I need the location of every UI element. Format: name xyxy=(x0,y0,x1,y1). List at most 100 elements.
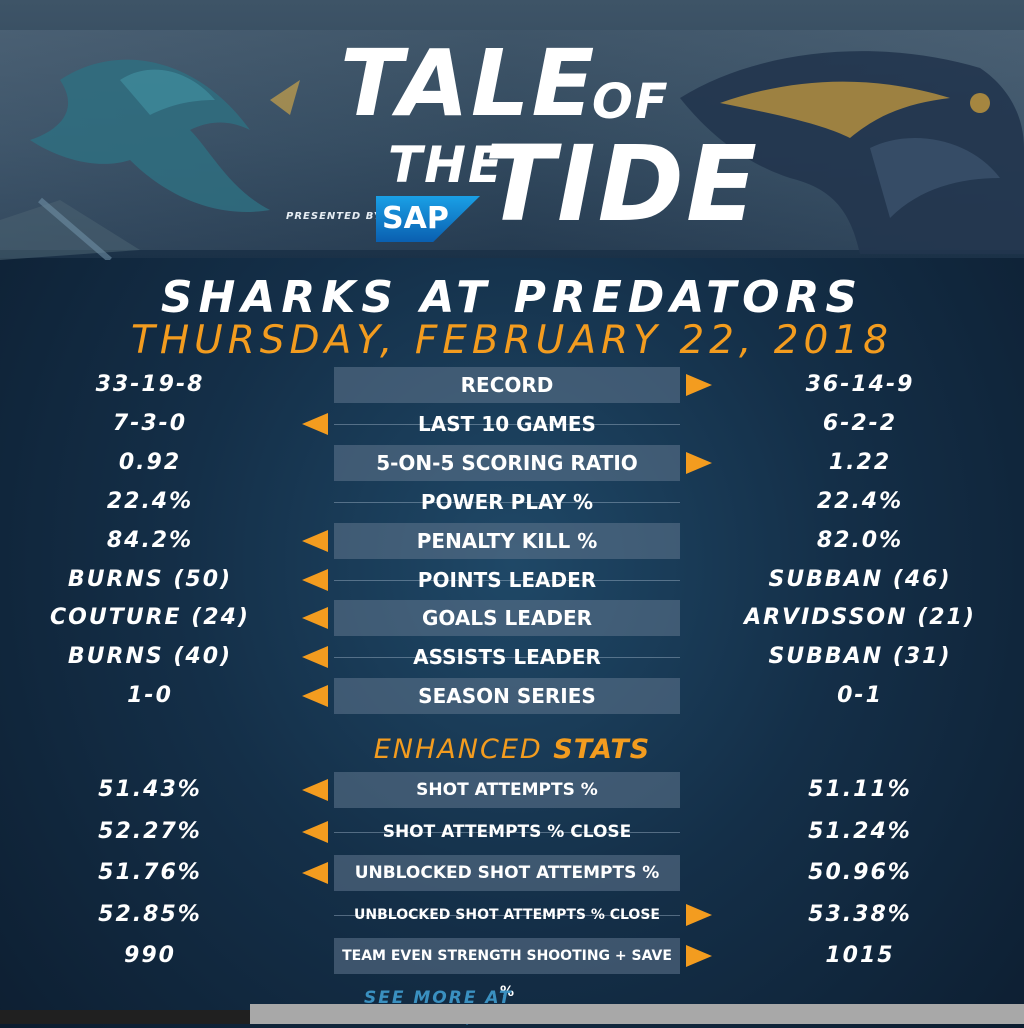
stat-divider xyxy=(334,657,680,658)
stat-label-text: SHOT ATTEMPTS % xyxy=(416,780,598,800)
sharks-value: 7-3-0 xyxy=(112,411,188,436)
advantage-arrow-left-icon xyxy=(302,569,328,591)
sharks-value: BURNS (40) xyxy=(67,644,233,669)
stat-row: BURNS (50) POINTS LEADER SUBBAN (46) xyxy=(0,562,1024,598)
stat-row: 33-19-8 RECORD 36-14-9 xyxy=(0,367,1024,403)
stat-label-text: LAST 10 GAMES xyxy=(418,412,596,436)
stat-label-text: RECORD xyxy=(460,373,554,397)
advantage-arrow-left-icon xyxy=(302,821,328,843)
stat-label: 5-ON-5 SCORING RATIO xyxy=(334,445,680,481)
stat-row: 1-0 SEASON SERIES 0-1 xyxy=(0,678,1024,714)
stat-label: SEASON SERIES xyxy=(334,678,680,714)
advantage-arrow-left-icon xyxy=(302,413,328,435)
sap-logo-text: SAP xyxy=(382,201,449,236)
enhanced-heading-bold: STATS xyxy=(553,734,651,765)
sharks-logo-icon xyxy=(0,59,300,260)
predators-value: 22.4% xyxy=(816,489,904,514)
stat-row: 51.43% SHOT ATTEMPTS % 51.11% xyxy=(0,772,1024,808)
advantage-arrow-right-icon xyxy=(686,374,712,396)
predators-value: 1015 xyxy=(825,943,895,968)
predators-value: 1.22 xyxy=(828,450,892,475)
enhanced-stats-heading: ENHANCED STATS xyxy=(0,734,1024,765)
predators-value: 82.0% xyxy=(816,528,904,553)
predators-value: 6-2-2 xyxy=(822,411,898,436)
stat-divider xyxy=(334,915,680,916)
bottom-bar xyxy=(250,1004,1024,1024)
stat-label-text: 5-ON-5 SCORING RATIO xyxy=(376,451,638,475)
sharks-value: 990 xyxy=(124,943,176,968)
stat-row: BURNS (40) ASSISTS LEADER SUBBAN (31) xyxy=(0,639,1024,675)
sharks-value: BURNS (50) xyxy=(67,567,233,592)
game-date: THURSDAY, FEBRUARY 22, 2018 xyxy=(131,318,893,363)
stat-row: 52.85% UNBLOCKED SHOT ATTEMPTS % CLOSE 53.… xyxy=(0,897,1024,933)
stat-label: LAST 10 GAMES xyxy=(334,406,680,442)
advantage-arrow-left-icon xyxy=(302,530,328,552)
stat-row: 52.27% SHOT ATTEMPTS % CLOSE 51.24% xyxy=(0,814,1024,850)
stat-label-text: UNBLOCKED SHOT ATTEMPTS % xyxy=(354,863,660,883)
predators-value: ARVIDSSON (21) xyxy=(744,605,976,630)
stat-divider xyxy=(334,502,680,503)
stat-label: PENALTY KILL % xyxy=(334,523,680,559)
predators-logo-icon xyxy=(680,51,1024,254)
stat-label: SHOT ATTEMPTS % xyxy=(334,772,680,808)
sharks-value: COUTURE (24) xyxy=(50,605,250,630)
stat-row: 7-3-0 LAST 10 GAMES 6-2-2 xyxy=(0,406,1024,442)
stat-row: 990 TEAM EVEN STRENGTH SHOOTING + SAVE % 1… xyxy=(0,938,1024,1000)
advantage-arrow-right-icon xyxy=(686,904,712,926)
predators-value: 51.11% xyxy=(808,777,912,802)
sharks-value: 52.27% xyxy=(98,819,202,844)
advantage-arrow-right-icon xyxy=(686,452,712,474)
advantage-arrow-left-icon xyxy=(302,646,328,668)
presented-by-label: PRESENTED BY xyxy=(286,211,383,222)
predators-value: 53.38% xyxy=(808,902,912,927)
stat-label: POWER PLAY % xyxy=(334,484,680,520)
bottom-left-bar xyxy=(0,1010,250,1024)
stat-label-text: GOALS LEADER xyxy=(421,606,593,630)
sharks-value: 51.76% xyxy=(98,860,202,885)
predators-value: 51.24% xyxy=(808,819,912,844)
stat-label-text: POWER PLAY % xyxy=(420,490,594,514)
predators-value: 50.96% xyxy=(808,860,912,885)
enhanced-heading-plain: ENHANCED xyxy=(373,734,543,765)
sharks-value: 1-0 xyxy=(127,683,173,708)
stat-label: UNBLOCKED SHOT ATTEMPTS % CLOSE xyxy=(334,897,680,933)
stat-row: 51.76% UNBLOCKED SHOT ATTEMPTS % 50.96% xyxy=(0,855,1024,891)
stat-divider xyxy=(334,832,680,833)
stat-label: UNBLOCKED SHOT ATTEMPTS % xyxy=(334,855,680,891)
predators-value: 36-14-9 xyxy=(805,372,915,397)
advantage-arrow-right-icon xyxy=(686,945,712,967)
stat-label: GOALS LEADER xyxy=(334,600,680,636)
sharks-value: 51.43% xyxy=(98,777,202,802)
stat-label-text: UNBLOCKED SHOT ATTEMPTS % CLOSE xyxy=(354,907,660,923)
predators-value: SUBBAN (46) xyxy=(768,567,952,592)
stat-label-text: PENALTY KILL % xyxy=(416,529,598,553)
advantage-arrow-left-icon xyxy=(302,685,328,707)
sharks-value: 52.85% xyxy=(98,902,202,927)
stat-label: ASSISTS LEADER xyxy=(334,639,680,675)
advantage-arrow-left-icon xyxy=(302,779,328,801)
stat-row: COUTURE (24) GOALS LEADER ARVIDSSON (21) xyxy=(0,600,1024,636)
stat-divider xyxy=(334,424,680,425)
sharks-value: 84.2% xyxy=(106,528,194,553)
stat-divider xyxy=(334,580,680,581)
stat-row: 0.92 5-ON-5 SCORING RATIO 1.22 xyxy=(0,445,1024,481)
stat-label-text: ASSISTS LEADER xyxy=(413,645,601,669)
predators-value: SUBBAN (31) xyxy=(768,644,952,669)
title-tale: TALE xyxy=(340,30,597,137)
stat-label-text: SEASON SERIES xyxy=(418,684,596,708)
title-tide: TIDE xyxy=(484,123,760,245)
matchup-title: SHARKS AT PREDATORS xyxy=(160,272,864,323)
title-the: THE xyxy=(388,136,505,194)
stat-label-text: POINTS LEADER xyxy=(417,568,597,592)
sharks-value: 22.4% xyxy=(106,489,194,514)
stat-row: 22.4% POWER PLAY % 22.4% xyxy=(0,484,1024,520)
stat-label: POINTS LEADER xyxy=(334,562,680,598)
sharks-value: 0.92 xyxy=(118,450,182,475)
predators-value: 0-1 xyxy=(837,683,883,708)
stat-label-text: TEAM EVEN STRENGTH SHOOTING + SAVE % xyxy=(342,948,672,1000)
stat-row: 84.2% PENALTY KILL % 82.0% xyxy=(0,523,1024,559)
stat-label: SHOT ATTEMPTS % CLOSE xyxy=(334,814,680,850)
stat-label: RECORD xyxy=(334,367,680,403)
advantage-arrow-left-icon xyxy=(302,862,328,884)
stat-label: TEAM EVEN STRENGTH SHOOTING + SAVE % xyxy=(334,938,680,1000)
